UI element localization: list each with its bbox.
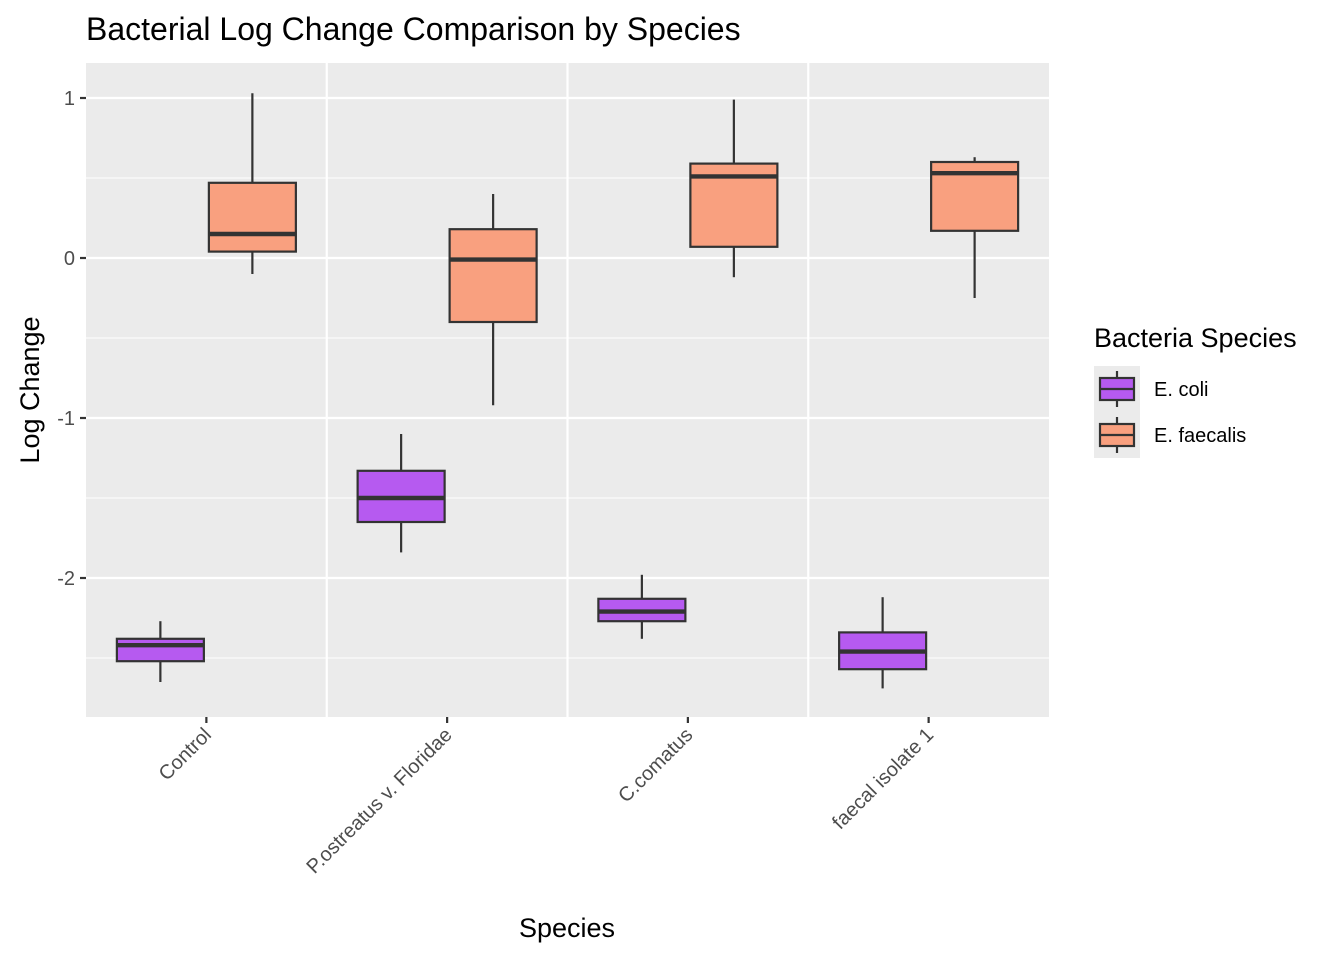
y-tick-label: 0: [64, 248, 75, 270]
legend-item-ecoli: E. coli: [1094, 366, 1208, 412]
box: [115, 637, 205, 663]
y-tick-label: 1: [64, 88, 75, 110]
legend-item-efaecalis: E. faecalis: [1094, 412, 1246, 458]
legend-label: E. coli: [1154, 379, 1208, 401]
legend: Bacteria Species E. coli E. faecalis: [1094, 323, 1297, 458]
legend-title: Bacteria Species: [1094, 323, 1297, 353]
grid-layer: [86, 63, 1049, 717]
y-tick-label: -2: [57, 568, 75, 590]
y-tick-label: -1: [57, 408, 75, 430]
x-tick-label: faecal isolate 1: [828, 724, 938, 834]
x-axis-title: Species: [519, 913, 615, 943]
legend-label: E. faecalis: [1154, 425, 1246, 447]
boxplot-ecoli-0: [115, 621, 205, 682]
box-layer: [115, 93, 1020, 689]
boxplot-ecoli-2: [597, 574, 687, 639]
boxplot-efaecalis-0: [207, 93, 297, 274]
x-tick-label: P.ostreatus v. Floridae: [302, 724, 456, 878]
boxplot-efaecalis-2: [689, 99, 779, 278]
boxplot-ecoli-3: [838, 597, 928, 689]
box: [207, 181, 297, 253]
x-tick-label: Control: [155, 724, 216, 785]
boxplot-ecoli-1: [356, 434, 446, 553]
boxplot-efaecalis-1: [448, 194, 538, 406]
y-axis-title: Log Change: [15, 316, 45, 463]
chart-title: Bacterial Log Change Comparison by Speci…: [86, 11, 741, 47]
boxplot-efaecalis-3: [930, 157, 1020, 298]
box: [448, 228, 538, 324]
x-tick-label: C.comatus: [614, 724, 697, 807]
